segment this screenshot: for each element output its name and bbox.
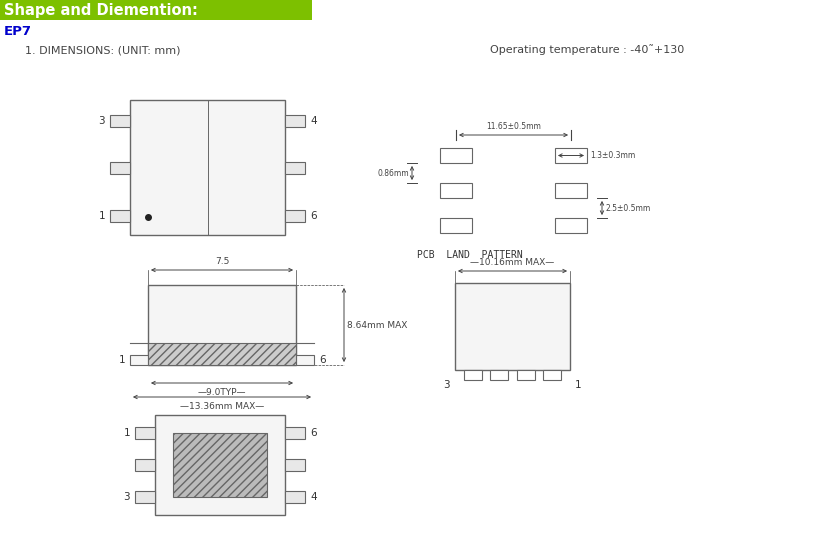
Bar (544, 370, 561, 380)
Bar (490, 370, 508, 380)
Text: 3: 3 (124, 492, 130, 502)
Bar (0, 0, 312, 20)
Text: 6: 6 (310, 211, 317, 221)
Bar (135, 459, 155, 471)
Text: —13.36mm MAX—: —13.36mm MAX— (180, 402, 264, 411)
Bar (135, 491, 155, 503)
Text: 7.5: 7.5 (214, 257, 229, 266)
Text: EP7: EP7 (4, 25, 32, 38)
Text: 1: 1 (98, 211, 105, 221)
Text: 1: 1 (575, 380, 582, 390)
Bar (555, 218, 587, 233)
Bar (285, 210, 305, 222)
Text: 1. DIMENSIONS: (UNIT: mm): 1. DIMENSIONS: (UNIT: mm) (25, 45, 181, 55)
Bar (516, 370, 535, 380)
Bar (285, 427, 305, 439)
Bar (110, 210, 130, 222)
Text: —10.16mm MAX—: —10.16mm MAX— (470, 258, 554, 267)
Text: 3: 3 (98, 116, 105, 126)
Bar (135, 427, 155, 439)
Bar (110, 161, 130, 173)
Text: 1.3±0.3mm: 1.3±0.3mm (590, 151, 635, 160)
Text: 6: 6 (310, 428, 317, 438)
Text: 4: 4 (310, 116, 317, 126)
Text: 3: 3 (443, 380, 450, 390)
Bar (285, 459, 305, 471)
Bar (148, 343, 296, 365)
Text: —9.0TYP—: —9.0TYP— (198, 388, 246, 397)
Bar (440, 148, 472, 163)
Bar (148, 285, 296, 365)
Text: 1: 1 (118, 355, 125, 365)
Text: 2.5±0.5mm: 2.5±0.5mm (605, 203, 650, 213)
Text: 11.65±0.5mm: 11.65±0.5mm (486, 122, 541, 131)
Bar (130, 355, 148, 365)
Text: 6: 6 (319, 355, 326, 365)
Bar (155, 415, 285, 515)
Bar (285, 491, 305, 503)
Bar (455, 283, 570, 370)
Text: 1: 1 (124, 428, 130, 438)
Text: 8.64mm MAX: 8.64mm MAX (347, 320, 408, 330)
Bar (440, 183, 472, 198)
Bar (285, 115, 305, 127)
Bar (110, 115, 130, 127)
Text: Operating temperature : -40˜+130: Operating temperature : -40˜+130 (490, 45, 684, 56)
Bar (555, 183, 587, 198)
Text: 0.86mm: 0.86mm (377, 168, 409, 178)
Bar (173, 433, 267, 497)
Bar (440, 218, 472, 233)
Text: 4: 4 (310, 492, 317, 502)
Text: Shape and Diemention:: Shape and Diemention: (4, 3, 198, 17)
Bar (296, 355, 314, 365)
Text: PCB  LAND  PATTERN: PCB LAND PATTERN (417, 250, 523, 260)
Bar (555, 148, 587, 163)
Bar (464, 370, 482, 380)
Bar (130, 100, 285, 235)
Bar (285, 161, 305, 173)
